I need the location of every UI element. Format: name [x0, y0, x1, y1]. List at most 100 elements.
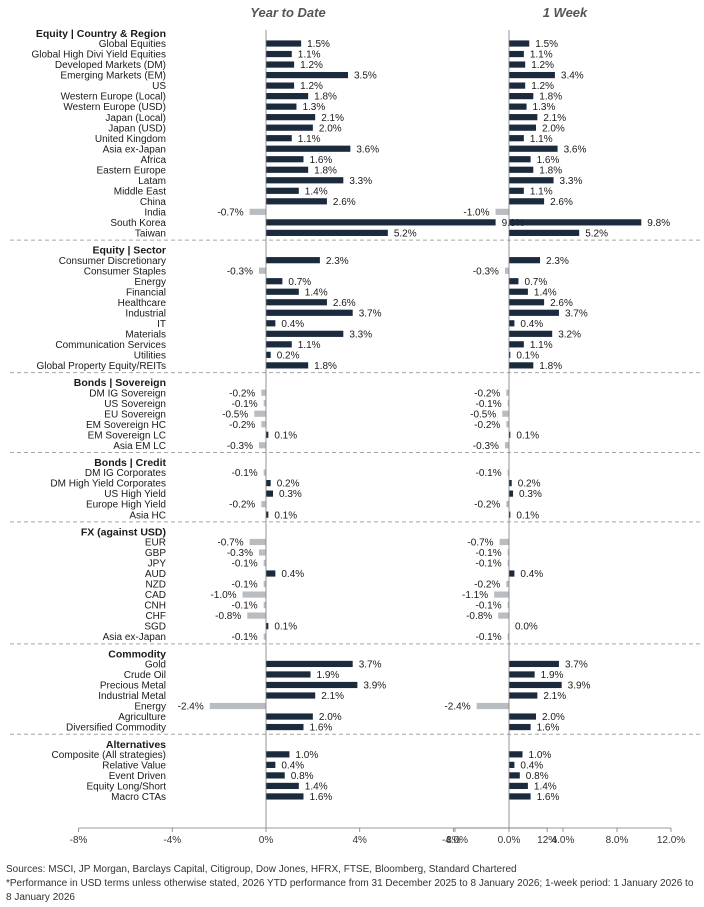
value-label-1w: 0.0% — [515, 622, 538, 633]
value-label-ytd: 1.4% — [305, 186, 328, 197]
value-label-1w: 1.6% — [537, 723, 560, 734]
bar-ytd — [266, 187, 299, 194]
value-label-1w: 0.3% — [519, 489, 542, 500]
bar-1w — [506, 501, 509, 508]
bar-1w — [509, 320, 515, 327]
bar-1w — [509, 61, 526, 68]
value-label-ytd: 1.9% — [317, 670, 340, 681]
value-label-ytd: 3.6% — [356, 144, 379, 155]
row-label: Western Europe (USD) — [63, 102, 166, 113]
bar-1w — [509, 114, 538, 121]
bar-1w — [509, 681, 562, 689]
row-label: Global Equities — [99, 39, 166, 50]
bar-1w — [509, 309, 559, 316]
bar-ytd — [266, 145, 351, 152]
group-title: Commodity — [108, 648, 166, 660]
value-label-1w: -0.3% — [473, 266, 499, 277]
value-label-ytd: 0.4% — [281, 319, 304, 330]
value-label-1w: 2.0% — [542, 712, 565, 723]
row-label: Healthcare — [118, 298, 167, 309]
row-label: Emerging Markets (EM) — [60, 71, 166, 82]
footer: Sources: MSCI, JP Morgan, Barclays Capit… — [6, 863, 698, 905]
row-label: India — [144, 207, 166, 218]
row-label: Global Property Equity/REITs — [37, 361, 167, 372]
bar-1w — [509, 187, 524, 194]
value-label-ytd: 3.9% — [363, 681, 386, 692]
row-label: EM Sovereign HC — [86, 420, 166, 431]
footer-note: *Performance in USD terms unless otherwi… — [6, 878, 694, 903]
row-label: EU Sovereign — [104, 409, 166, 420]
bar-1w — [509, 671, 535, 678]
bar-ytd — [263, 580, 266, 588]
bar-ytd — [266, 751, 290, 758]
value-label-ytd: -0.3% — [227, 266, 253, 277]
value-label-ytd: 0.2% — [277, 479, 300, 490]
bar-1w — [502, 410, 509, 417]
value-label-1w: 0.1% — [516, 350, 539, 361]
panel-title-ytd: Year to Date — [250, 5, 325, 20]
bar-1w — [509, 772, 520, 779]
bar-ytd — [266, 490, 274, 497]
row-label: EM Sovereign LC — [88, 430, 166, 441]
row-label: United Kingdom — [95, 134, 166, 145]
value-label-ytd: 1.6% — [309, 723, 332, 734]
bar-ytd — [266, 135, 292, 142]
value-label-ytd: -0.1% — [232, 468, 258, 479]
value-label-1w: -0.1% — [476, 601, 502, 612]
row-label: Crude Oil — [124, 670, 166, 681]
bar-1w — [509, 156, 531, 163]
row-label: DM High Yield Corporates — [50, 479, 166, 490]
value-label-1w: -0.1% — [476, 632, 502, 643]
value-label-1w: -0.1% — [476, 548, 502, 559]
value-label-ytd: 3.7% — [359, 660, 382, 671]
bar-1w — [494, 591, 509, 598]
bar-1w — [509, 431, 511, 438]
value-label-ytd: -0.7% — [217, 207, 243, 218]
bar-ytd — [254, 410, 266, 417]
bar-ytd — [266, 511, 269, 518]
tick-label: -4.0% — [442, 835, 468, 846]
bar-ytd — [266, 671, 311, 678]
row-label: Europe High Yield — [86, 500, 166, 511]
value-label-1w: 1.9% — [541, 670, 564, 681]
value-label-ytd: 1.1% — [298, 134, 321, 145]
bar-ytd — [266, 431, 269, 438]
value-label-1w: 1.1% — [530, 186, 553, 197]
bar-1w — [495, 208, 509, 215]
bar-ytd — [266, 288, 299, 295]
bar-ytd — [249, 538, 266, 546]
bar-1w — [509, 145, 558, 152]
row-label: Japan (USD) — [108, 123, 166, 134]
value-label-ytd: 0.7% — [288, 277, 311, 288]
row-label: Taiwan — [135, 228, 166, 239]
value-label-1w: 1.5% — [535, 39, 558, 50]
row-label: DM IG Sovereign — [89, 388, 166, 399]
value-label-ytd: -0.2% — [229, 388, 255, 399]
value-label-ytd: -0.1% — [232, 601, 258, 612]
row-label: Eastern Europe — [97, 165, 167, 176]
value-label-1w: -1.1% — [462, 590, 488, 601]
value-label-ytd: -0.1% — [232, 559, 258, 570]
value-label-1w: -0.1% — [476, 399, 502, 410]
row-label: Western Europe (Local) — [61, 92, 166, 103]
bar-ytd — [261, 501, 266, 508]
bar-1w — [507, 469, 509, 476]
value-label-ytd: -0.3% — [227, 548, 253, 559]
row-label: Asia ex-Japan — [103, 632, 166, 643]
value-label-ytd: -0.3% — [227, 441, 253, 452]
row-label: Relative Value — [102, 760, 166, 771]
bar-1w — [504, 442, 509, 449]
value-label-1w: 1.2% — [531, 60, 554, 71]
bar-1w — [509, 93, 534, 100]
value-label-ytd: 0.1% — [274, 430, 297, 441]
bar-ytd — [266, 299, 327, 306]
bar-1w — [509, 166, 534, 173]
bar-1w — [509, 299, 545, 306]
value-label-ytd: 2.1% — [321, 691, 344, 702]
bar-ytd — [266, 330, 344, 337]
value-label-1w: 0.4% — [520, 569, 543, 580]
value-label-1w: -0.2% — [474, 500, 500, 511]
group-title: FX (against USD) — [81, 526, 166, 538]
value-label-ytd: -1.0% — [210, 590, 236, 601]
bar-1w — [509, 40, 530, 47]
